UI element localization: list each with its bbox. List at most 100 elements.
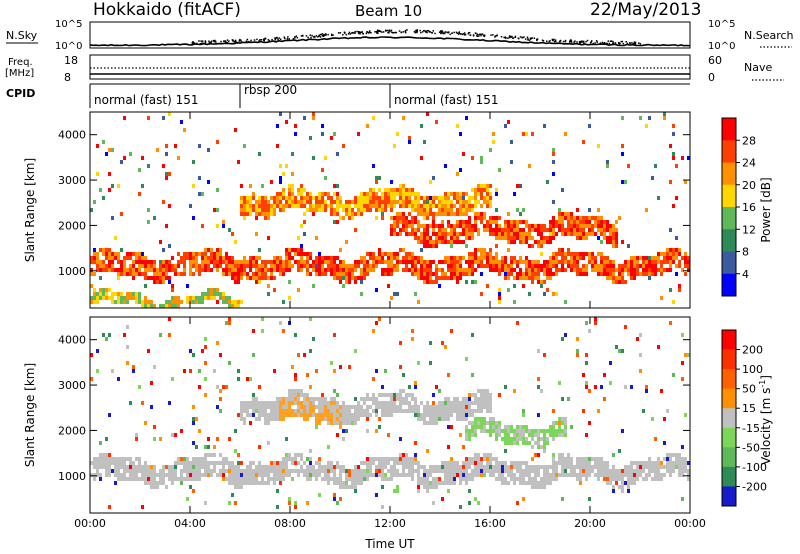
heatmap-cell [483, 405, 486, 409]
heatmap-cell [324, 272, 327, 276]
heatmap-cell [312, 409, 315, 413]
heatmap-cell [192, 160, 195, 164]
heatmap-cell [630, 465, 633, 469]
heatmap-cell [339, 469, 342, 473]
heatmap-cell [549, 264, 552, 268]
heatmap-cell [552, 172, 555, 176]
heatmap-cell [438, 413, 441, 417]
heatmap-cell [378, 473, 381, 477]
colorbar-tick-label: -200 [742, 480, 767, 493]
nsearch-dot [607, 40, 609, 42]
heatmap-cell [510, 437, 513, 441]
heatmap-cell [528, 429, 531, 433]
heatmap-cell [504, 477, 507, 481]
nsearch-dot [404, 30, 407, 33]
heatmap-cell [645, 264, 648, 268]
heatmap-cell [687, 477, 690, 481]
heatmap-cell [492, 256, 495, 260]
heatmap-cell [522, 437, 525, 441]
heatmap-cell [552, 421, 555, 425]
heatmap-cell [354, 473, 357, 477]
heatmap-cell [471, 477, 474, 481]
heatmap-cell [423, 465, 426, 469]
heatmap-cell [450, 413, 453, 417]
heatmap-cell [546, 473, 549, 477]
heatmap-cell [456, 212, 459, 216]
heatmap-cell [96, 465, 99, 469]
heatmap-cell [540, 268, 543, 272]
nsearch-dot [343, 32, 346, 34]
heatmap-cell [372, 192, 375, 196]
heatmap-cell [579, 220, 582, 224]
heatmap-cell [264, 268, 267, 272]
heatmap-cell [456, 409, 459, 413]
heatmap-cell [588, 124, 591, 128]
heatmap-cell [465, 204, 468, 208]
heatmap-cell [591, 465, 594, 469]
heatmap-cell [99, 457, 102, 461]
heatmap-cell [105, 264, 108, 268]
heatmap-cell [588, 461, 591, 465]
heatmap-cell [597, 236, 600, 240]
heatmap-cell [333, 200, 336, 204]
heatmap-cell [474, 457, 477, 461]
heatmap-cell [279, 473, 282, 477]
y-tick-label: 3000 [58, 379, 86, 392]
heatmap-cell [402, 200, 405, 204]
heatmap-cell [258, 212, 261, 216]
heatmap-cell [285, 256, 288, 260]
nsearch-dot [284, 37, 286, 40]
heatmap-cell [186, 296, 189, 300]
heatmap-cell [288, 501, 291, 505]
nsearch-dot [416, 30, 418, 32]
heatmap-cell [534, 441, 537, 445]
heatmap-cell [174, 268, 177, 272]
heatmap-cell [450, 192, 453, 196]
heatmap-cell [402, 409, 405, 413]
heatmap-cell [639, 473, 642, 477]
nsearch-dot [439, 30, 442, 32]
heatmap-cell [549, 260, 552, 264]
heatmap-cell [264, 413, 267, 417]
heatmap-cell [645, 268, 648, 272]
colorbar-tick-label: -100 [742, 461, 767, 474]
heatmap-cell [213, 292, 216, 296]
heatmap-cell [681, 256, 684, 260]
heatmap-cell [369, 461, 372, 465]
heatmap-cell [348, 280, 351, 284]
heatmap-cell [465, 461, 468, 465]
heatmap-cell [582, 272, 585, 276]
heatmap-cell [135, 292, 138, 296]
heatmap-cell [327, 405, 330, 409]
heatmap-cell [114, 469, 117, 473]
heatmap-cell [126, 252, 129, 256]
heatmap-cell [504, 272, 507, 276]
heatmap-cell [465, 413, 468, 417]
heatmap-cell [594, 317, 597, 321]
heatmap-cell [447, 413, 450, 417]
heatmap-cell [480, 425, 483, 429]
heatmap-cell [480, 272, 483, 276]
heatmap-cell [105, 248, 108, 252]
nsearch-dot [420, 31, 422, 34]
heatmap-cell [390, 409, 393, 413]
heatmap-cell [198, 252, 201, 256]
heatmap-cell [396, 397, 399, 401]
heatmap-cell [252, 469, 255, 473]
nsearch-dot [442, 31, 444, 34]
heatmap-cell [273, 256, 276, 260]
heatmap-cell [165, 272, 168, 276]
heatmap-cell [294, 457, 297, 461]
heatmap-cell [456, 224, 459, 228]
heatmap-cell [441, 220, 444, 224]
heatmap-cell [426, 196, 429, 200]
heatmap-cell [450, 200, 453, 204]
heatmap-cell [321, 256, 324, 260]
nsearch-tick-bottom: 10^0 [708, 41, 735, 52]
heatmap-cell [369, 204, 372, 208]
heatmap-cell [537, 276, 540, 280]
heatmap-cell [297, 353, 300, 357]
heatmap-cell [267, 477, 270, 481]
heatmap-cell [198, 192, 201, 196]
heatmap-cell [399, 457, 402, 461]
